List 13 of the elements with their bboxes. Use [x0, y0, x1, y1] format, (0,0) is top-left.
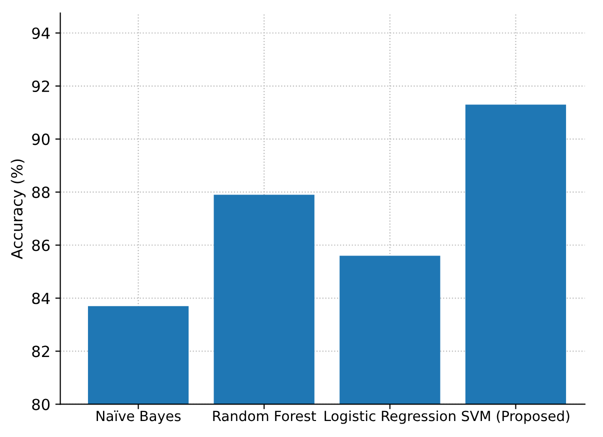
- y-tick-label: 92: [32, 80, 50, 92]
- x-tick-label: SVM (Proposed): [462, 410, 570, 424]
- y-tick-label: 82: [32, 346, 50, 358]
- x-tick-label: Logistic Regression: [324, 410, 456, 424]
- y-tick-label: 80: [32, 398, 50, 410]
- y-tick-label: 86: [32, 240, 50, 252]
- x-tick-label: Naïve Bayes: [96, 410, 181, 424]
- y-axis-title: Accuracy (%): [10, 159, 26, 260]
- y-tick-label: 84: [32, 292, 50, 304]
- y-tick-label: 90: [32, 134, 50, 146]
- y-tick-label: 88: [32, 186, 50, 198]
- y-tick-label: 94: [32, 27, 50, 40]
- x-tick-label: Random Forest: [213, 410, 316, 422]
